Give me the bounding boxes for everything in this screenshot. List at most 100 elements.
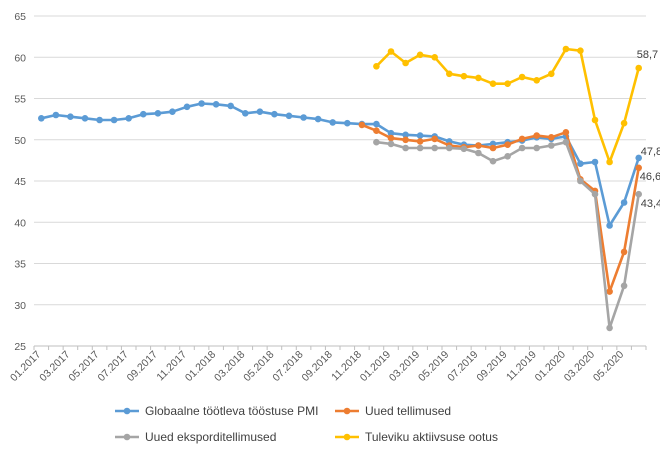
series-2-point — [387, 134, 395, 142]
series-2-point — [358, 121, 366, 129]
legend-item-2-label: Uued tellimused — [365, 404, 451, 418]
series-4-point — [387, 48, 395, 55]
series-1-line — [41, 102, 640, 227]
x-tick-label: 01.2020 — [533, 349, 568, 384]
series-3-point — [431, 144, 439, 152]
series-2-point — [606, 288, 613, 295]
series-3-point — [446, 144, 453, 152]
series-4-end-label: 58,7 — [637, 49, 658, 61]
series-3-end-label: 43,4 — [641, 198, 660, 210]
series-1-point — [271, 110, 278, 118]
series-4-point — [620, 119, 628, 127]
series-3-point — [416, 144, 424, 152]
x-tick-label: 01.2018 — [183, 349, 218, 384]
series-3-line — [376, 140, 640, 330]
series-3-point — [620, 282, 628, 290]
series-1-point — [344, 119, 351, 127]
series-1-point — [591, 158, 599, 166]
series-1-point — [52, 111, 60, 119]
x-tick-label: 09.2018 — [300, 349, 335, 384]
legend-item-4-label: Tuleviku aktiivsuse ootus — [365, 430, 498, 444]
legend-item-2-swatch-marker — [343, 407, 351, 415]
x-tick-label: 01.2017 — [8, 349, 43, 384]
series-4-point — [591, 116, 599, 124]
series-1-point — [212, 101, 220, 108]
x-tick-label: 03.2018 — [212, 349, 247, 384]
series-3-point — [606, 324, 613, 332]
gridlines — [34, 15, 646, 347]
x-axis — [33, 345, 647, 350]
series-1-point — [110, 116, 118, 124]
y-axis-tick-labels: 25 30 35 40 45 50 55 60 65 — [14, 11, 26, 353]
y-tick-label: 25 — [14, 341, 26, 353]
series-1 — [38, 100, 642, 229]
series-2-point — [475, 142, 482, 149]
series-1-point — [256, 108, 264, 115]
series-3-point — [489, 157, 497, 165]
legend-item-3-label: Uued eksporditellimused — [145, 430, 276, 444]
series-3-point — [475, 149, 482, 157]
series-1-point — [38, 115, 45, 122]
series-1-point — [416, 132, 424, 139]
series-1-point — [81, 115, 89, 122]
series-1-point — [140, 110, 147, 118]
x-tick-label: 11.2018 — [329, 349, 364, 384]
series-1-point — [198, 100, 205, 107]
x-tick-label: 07.2018 — [270, 349, 305, 384]
y-tick-label: 50 — [14, 135, 26, 147]
x-tick-label: 09.2019 — [474, 349, 509, 384]
x-tick-label: 07.2019 — [445, 349, 480, 384]
x-tick-label: 05.2018 — [241, 349, 276, 384]
x-tick-label: 03.2017 — [37, 349, 72, 384]
series-2-point — [548, 134, 555, 141]
series-1-point — [606, 222, 613, 229]
series-1-point — [329, 119, 337, 126]
x-tick-label: 05.2019 — [416, 349, 451, 384]
series-1-point — [285, 112, 293, 120]
legend-item-1-label: Globaalne töötleva tööstuse PMI — [145, 404, 318, 418]
series-3-point — [562, 138, 570, 146]
legend-item-4: Tuleviku aktiivsuse ootus — [335, 430, 498, 444]
series-1-point — [227, 102, 234, 110]
series-2-point — [504, 141, 511, 148]
x-tick-label: 11.2017 — [154, 349, 189, 384]
series-2-point — [518, 135, 526, 143]
series-2-point — [373, 127, 380, 134]
series-4-point — [475, 74, 482, 82]
series-4-point — [504, 80, 511, 87]
series-3-point — [504, 153, 511, 160]
y-tick-label: 40 — [14, 217, 26, 229]
series-1-end-label: 47,8 — [641, 146, 660, 158]
series-2-point — [431, 135, 439, 143]
series-1-point — [373, 120, 380, 128]
series-2-point — [620, 248, 628, 256]
series-4-point — [635, 64, 642, 72]
series-2-point — [562, 129, 570, 136]
series-1-point — [577, 160, 584, 167]
x-tick-label: 03.2020 — [562, 349, 597, 384]
series-3-point — [591, 190, 599, 198]
series-lines — [38, 45, 642, 332]
series-1-point — [635, 154, 642, 162]
legend-item-4-swatch-marker — [343, 433, 351, 441]
series-4-point — [431, 54, 439, 61]
series-3-point — [373, 138, 380, 146]
series-1-point — [96, 116, 103, 124]
series-3-point — [402, 144, 409, 152]
series-2-point — [402, 136, 409, 144]
series-4-point — [562, 45, 570, 53]
y-tick-label: 60 — [14, 52, 26, 64]
legend-item-3-swatch-marker — [123, 433, 131, 441]
series-1-point — [314, 115, 322, 123]
x-tick-label: 09.2017 — [125, 349, 160, 384]
series-4-point — [402, 59, 409, 67]
series-1-point — [242, 110, 249, 117]
series-4-point — [548, 70, 555, 78]
x-axis-tick-labels: 01.201703.201705.201707.201709.201711.20… — [8, 349, 626, 384]
legend-item-1: Globaalne töötleva tööstuse PMI — [115, 404, 318, 418]
series-3-point — [548, 142, 555, 149]
series-4-point — [446, 70, 453, 78]
series-3-point — [533, 144, 540, 152]
x-tick-label: 03.2019 — [387, 349, 422, 384]
